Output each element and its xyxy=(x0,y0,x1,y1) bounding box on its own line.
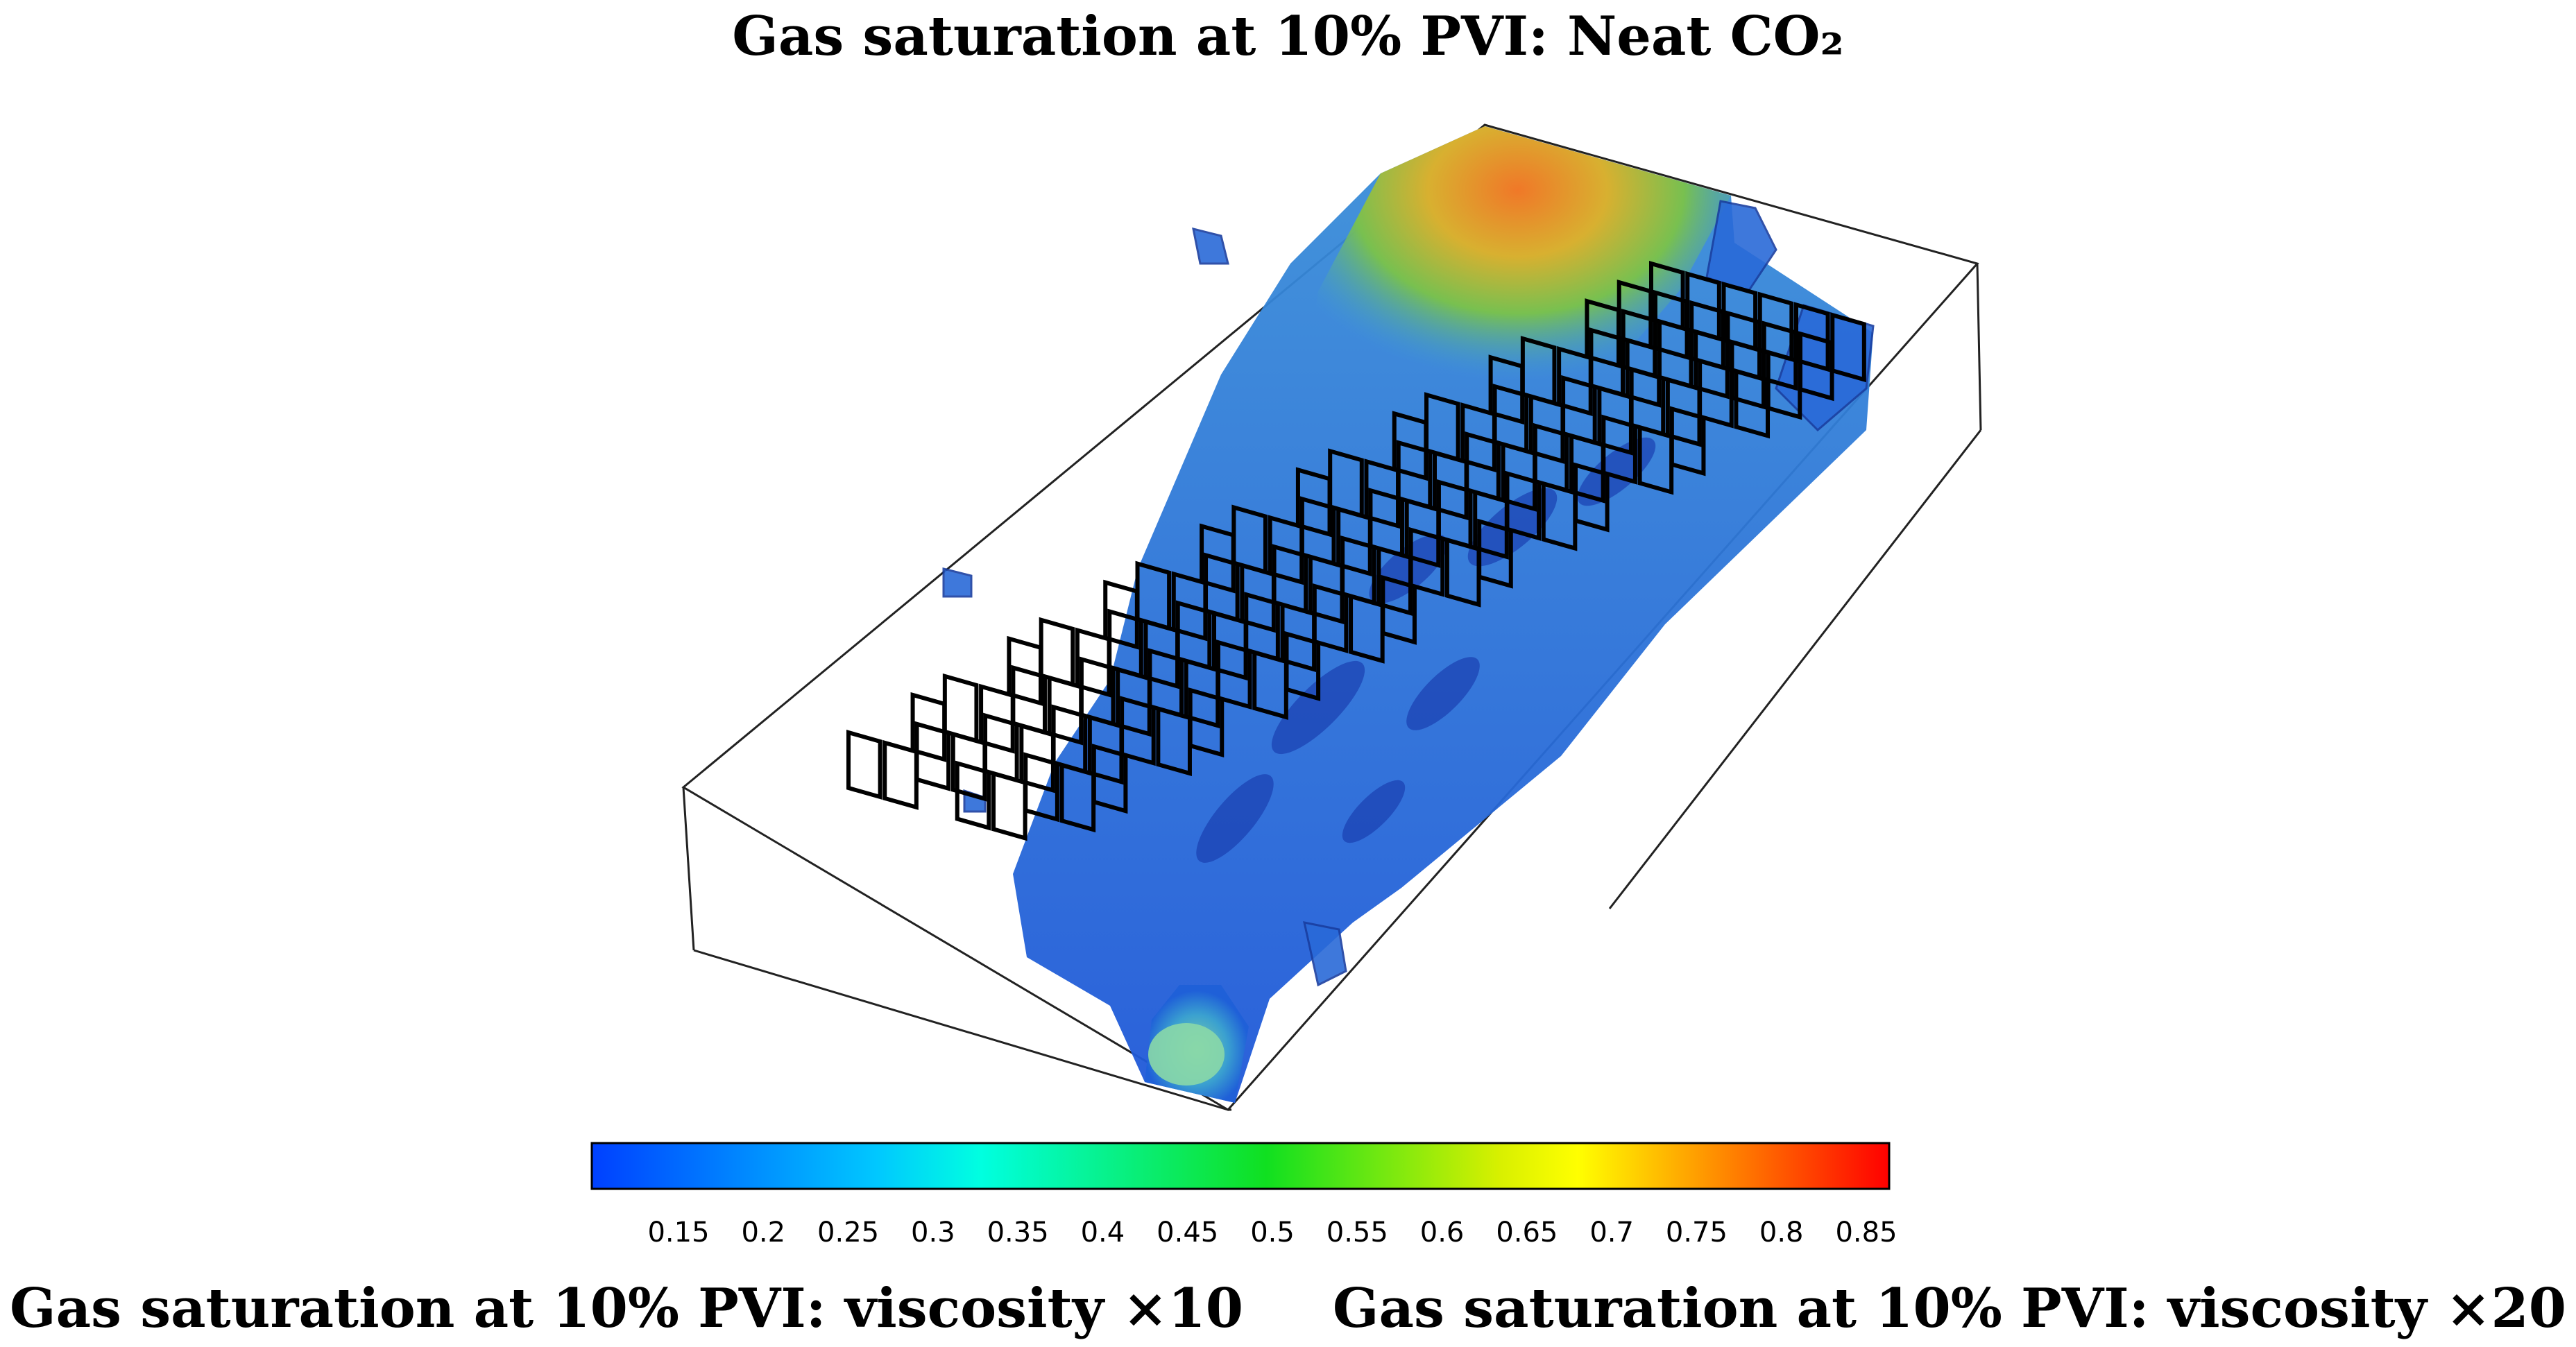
grid-cell xyxy=(991,771,1027,841)
grid-cell xyxy=(1171,571,1208,642)
colorbar-tick-label: 0.35 xyxy=(987,1217,1049,1249)
grid-cell xyxy=(979,683,1015,754)
domain-box xyxy=(681,123,1982,1111)
grid-cell xyxy=(1597,385,1633,456)
grid-cell xyxy=(1637,424,1674,495)
left-caption: Gas saturation at 10% PVI: viscosity ×10 xyxy=(10,1277,1244,1340)
colorbar-tick-label: 0.55 xyxy=(1327,1217,1388,1249)
grid-cell xyxy=(942,673,979,744)
grid-cell xyxy=(1075,627,1111,698)
colorbar-tick-label: 0.15 xyxy=(647,1217,709,1249)
grid-cell xyxy=(1211,610,1248,681)
grid-cell xyxy=(1364,458,1401,529)
colorbar-tick-label: 0.5 xyxy=(1250,1217,1295,1249)
grid-cell xyxy=(1184,658,1220,729)
grid-cell xyxy=(1047,675,1084,746)
colorbar-tick-label: 0.7 xyxy=(1589,1217,1634,1249)
grid-cell xyxy=(1019,723,1055,793)
grid-cell xyxy=(1501,441,1537,512)
colorbar: 0.15 0.2 0.25 0.3 0.35 0.4 0.45 0.5 0.55 0.6 0.65 0… xyxy=(590,1142,1897,1249)
grid-cell xyxy=(1557,346,1593,416)
right-caption: Gas saturation at 10% PVI: viscosity ×20 xyxy=(1332,1277,2566,1340)
grid-cell xyxy=(1007,635,1043,706)
grid-cell xyxy=(955,760,991,831)
grid-cell xyxy=(1059,762,1096,833)
grid-cell xyxy=(1694,329,1730,400)
grid-cell xyxy=(1295,467,1332,538)
grid-cell xyxy=(1143,619,1180,689)
grid-cell xyxy=(910,692,947,762)
grid-cell xyxy=(846,730,882,800)
colorbar-tick-label: 0.25 xyxy=(817,1217,879,1249)
colorbar-tick-label: 0.45 xyxy=(1157,1217,1218,1249)
grid-cell xyxy=(1432,450,1469,520)
grid-cell xyxy=(1392,411,1428,481)
grid-cell xyxy=(1585,298,1621,369)
grid-cell xyxy=(1240,563,1276,633)
grid-cell xyxy=(1200,523,1236,594)
grid-cell xyxy=(1103,579,1139,650)
grid-cell xyxy=(1349,593,1385,664)
colorbar-tick-label: 0.65 xyxy=(1496,1217,1558,1249)
grid-cell xyxy=(1252,649,1288,720)
colorbar-tick-label: 0.8 xyxy=(1759,1217,1804,1249)
grid-cell xyxy=(1268,515,1304,585)
grid-cell xyxy=(1156,706,1192,777)
grid-cell xyxy=(1473,489,1509,560)
grid-cell xyxy=(1116,667,1152,737)
colorbar-tick-label: 0.6 xyxy=(1420,1217,1465,1249)
grid-cell xyxy=(882,739,919,810)
grid-cell xyxy=(1460,402,1496,473)
colorbar-tick-label: 0.2 xyxy=(741,1217,785,1249)
grid-cell xyxy=(1404,498,1441,568)
grid-cell xyxy=(1308,554,1345,625)
colorbar-tick-label: 0.3 xyxy=(911,1217,955,1249)
grid-cell xyxy=(1488,354,1525,425)
grid-cell xyxy=(1569,433,1605,504)
colorbar-tick-label: 0.75 xyxy=(1666,1217,1728,1249)
grid-cell xyxy=(1734,368,1771,439)
grid-cell xyxy=(1039,617,1075,687)
grid-cell xyxy=(1444,537,1481,608)
grid-cell xyxy=(1528,393,1565,464)
colorbar-tick-label: 0.4 xyxy=(1081,1217,1125,1249)
colorbar-tick-label: 0.85 xyxy=(1835,1217,1897,1249)
grid-cell xyxy=(950,731,987,802)
colorbar-gradient xyxy=(590,1142,1891,1190)
grid-cell xyxy=(1541,481,1578,551)
grid-cell xyxy=(1280,602,1317,672)
grid-cell xyxy=(1376,545,1413,616)
well-grid xyxy=(846,261,1866,841)
grid-cell xyxy=(1665,377,1702,447)
grid-cell xyxy=(1087,714,1124,785)
main-title: Gas saturation at 10% PVI: Neat CO₂ xyxy=(732,5,1844,68)
grid-cell xyxy=(1336,506,1372,577)
grid-cell xyxy=(1625,337,1662,408)
